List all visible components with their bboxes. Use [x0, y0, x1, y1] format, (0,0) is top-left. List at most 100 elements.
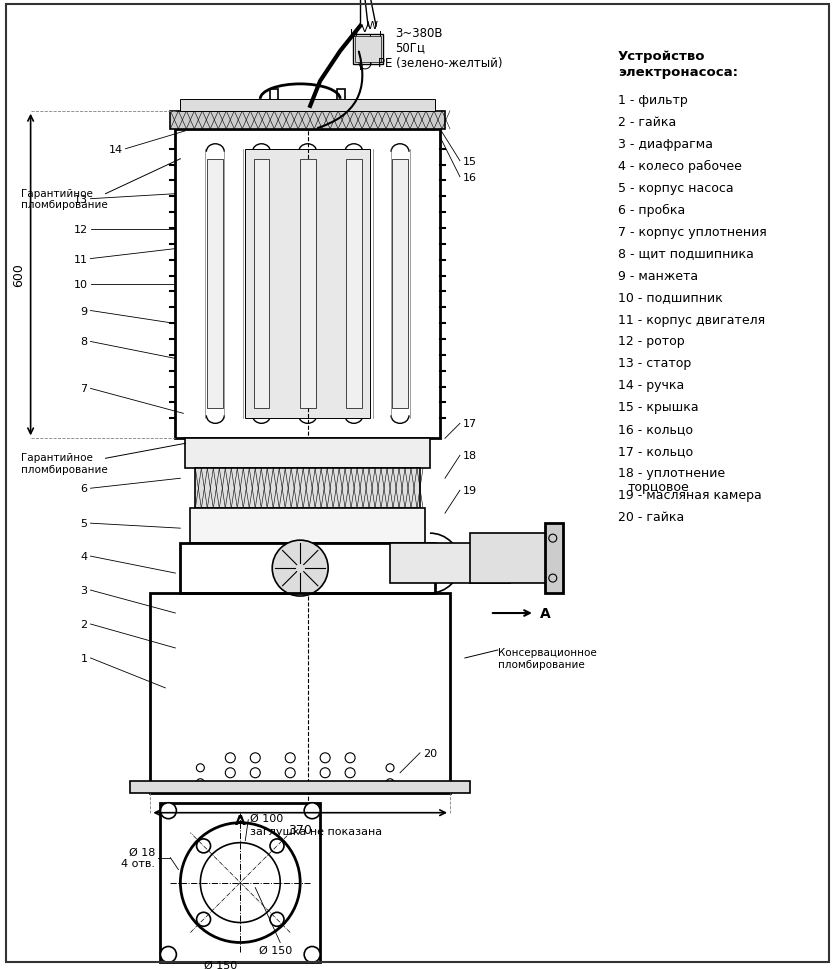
Text: 3: 3	[80, 585, 88, 595]
Circle shape	[304, 947, 320, 962]
Text: торцовое: торцовое	[628, 481, 690, 494]
Text: 7 - корпус уплотнения: 7 - корпус уплотнения	[618, 226, 767, 238]
Text: 2 - гайка: 2 - гайка	[618, 115, 676, 129]
Bar	[150, 593, 450, 793]
Text: 11 - корпус двигателя: 11 - корпус двигателя	[618, 313, 765, 327]
Circle shape	[320, 768, 330, 778]
Text: 1 - фильтр: 1 - фильтр	[618, 94, 687, 107]
Text: Консервационное
пломбирование: Консервационное пломбирование	[498, 647, 597, 669]
Bar	[353, 35, 383, 65]
Circle shape	[270, 913, 284, 926]
Circle shape	[286, 753, 296, 763]
Circle shape	[386, 764, 394, 772]
Text: 4: 4	[80, 551, 88, 561]
Text: заглушка не показана: заглушка не показана	[250, 826, 382, 836]
Circle shape	[196, 839, 210, 853]
Text: A: A	[539, 607, 550, 620]
Bar	[180, 544, 435, 593]
Text: 12: 12	[73, 225, 88, 234]
Text: 2: 2	[80, 619, 88, 629]
Text: Ø 150: Ø 150	[259, 945, 292, 954]
Bar	[185, 439, 430, 469]
Circle shape	[225, 753, 235, 763]
Bar	[175, 130, 440, 439]
Bar	[207, 160, 223, 409]
Circle shape	[196, 764, 205, 772]
Circle shape	[160, 803, 176, 819]
Text: Устройство: Устройство	[618, 49, 706, 63]
Bar	[254, 160, 270, 409]
Text: 7: 7	[80, 384, 88, 394]
Text: 6 - пробка: 6 - пробка	[618, 203, 685, 216]
Circle shape	[270, 839, 284, 853]
Text: Гарантийное
пломбирование: Гарантийное пломбирование	[21, 189, 108, 210]
Text: 16: 16	[463, 172, 477, 182]
Circle shape	[196, 913, 210, 926]
Bar	[337, 90, 345, 111]
Text: 3 - диафрагма: 3 - диафрагма	[618, 138, 713, 150]
Text: A: A	[235, 813, 245, 827]
Text: 11: 11	[73, 254, 88, 265]
Circle shape	[250, 753, 261, 763]
Text: 15 - крышка: 15 - крышка	[618, 401, 698, 414]
Bar	[195, 469, 420, 509]
Bar	[346, 160, 362, 409]
Bar	[190, 509, 425, 544]
Bar	[271, 90, 278, 111]
Circle shape	[345, 753, 355, 763]
Text: 15: 15	[463, 157, 477, 167]
Text: 8: 8	[80, 337, 88, 347]
Text: 13 - статор: 13 - статор	[618, 357, 691, 370]
Bar	[355, 37, 381, 63]
Circle shape	[250, 768, 261, 778]
Text: Ø 150: Ø 150	[204, 959, 237, 969]
Circle shape	[225, 768, 235, 778]
Text: 19 - масляная камера: 19 - масляная камера	[618, 488, 762, 502]
Circle shape	[286, 768, 296, 778]
Text: 16 - кольцо: 16 - кольцо	[618, 422, 693, 436]
Circle shape	[196, 779, 205, 787]
Circle shape	[304, 803, 320, 819]
Text: 5 - корпус насоса: 5 - корпус насоса	[618, 181, 733, 195]
Text: 13: 13	[73, 195, 88, 204]
Text: Ø 100: Ø 100	[250, 813, 284, 823]
Text: 6: 6	[80, 484, 88, 494]
Text: PE (зелено-желтый): PE (зелено-желтый)	[378, 57, 503, 71]
Bar	[245, 149, 370, 419]
Text: 20 - гайка: 20 - гайка	[618, 511, 684, 523]
Bar	[392, 160, 408, 409]
Text: Ø 18
4 отв.: Ø 18 4 отв.	[121, 847, 155, 868]
Text: 4 - колесо рабочее: 4 - колесо рабочее	[618, 160, 741, 172]
Text: 9 - манжета: 9 - манжета	[618, 269, 698, 282]
Circle shape	[386, 779, 394, 787]
Text: 12 - ротор: 12 - ротор	[618, 335, 685, 348]
Text: 20: 20	[423, 748, 437, 758]
Text: 8 - щит подшипника: 8 - щит подшипника	[618, 247, 753, 261]
Text: U: U	[350, 29, 358, 39]
Bar	[160, 803, 320, 962]
Text: 17: 17	[463, 419, 477, 429]
Text: 18 - уплотнение: 18 - уплотнение	[618, 467, 725, 480]
Text: 19: 19	[463, 485, 477, 496]
Circle shape	[345, 768, 355, 778]
Text: 1: 1	[80, 653, 88, 663]
Text: электронасоса:: электронасоса:	[618, 66, 737, 78]
Text: 10 - подшипник: 10 - подшипник	[618, 292, 722, 304]
Bar	[470, 534, 549, 583]
Text: 600: 600	[13, 264, 26, 287]
Bar	[544, 523, 563, 593]
Text: W: W	[367, 21, 378, 31]
Circle shape	[272, 541, 328, 597]
Circle shape	[320, 753, 330, 763]
Text: Гарантийное
пломбирование: Гарантийное пломбирование	[21, 453, 108, 475]
Text: 14: 14	[109, 144, 123, 155]
Text: 10: 10	[73, 279, 88, 290]
Circle shape	[160, 947, 176, 962]
Bar	[390, 544, 510, 583]
Text: 18: 18	[463, 451, 477, 461]
Text: 14 - ручка: 14 - ручка	[618, 379, 684, 392]
Bar	[300, 160, 316, 409]
Bar	[130, 781, 470, 793]
Bar	[180, 100, 435, 111]
Text: 50Гц: 50Гц	[395, 42, 425, 54]
